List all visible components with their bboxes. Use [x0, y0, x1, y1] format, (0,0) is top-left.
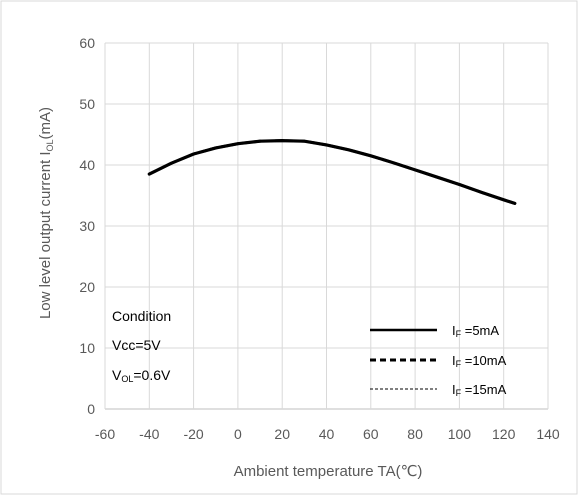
- condition-line-3-rest: =0.6V: [133, 367, 171, 383]
- y-axis-title-main: Low level output current I: [37, 151, 54, 319]
- condition-line-1: Condition: [112, 308, 171, 324]
- condition-line-3-main: V: [112, 367, 122, 383]
- legend-label-15ma: IF =15mA: [452, 382, 507, 398]
- y-tick-label: 20: [79, 279, 95, 295]
- legend: IF =5mA IF =10mA IF =15mA: [370, 323, 507, 398]
- x-axis-ticks: -60 -40 -20 0 20 40 60 80 100 120 140: [95, 426, 560, 442]
- condition-line-2: Vcc=5V: [112, 337, 161, 353]
- x-tick-label: 140: [536, 426, 560, 442]
- x-tick-label: -60: [95, 426, 115, 442]
- y-axis-title-unit: (mA): [37, 107, 54, 140]
- y-tick-label: 60: [79, 35, 95, 51]
- x-tick-label: 20: [274, 426, 290, 442]
- x-tick-label: 40: [319, 426, 335, 442]
- x-axis-title: Ambient temperature TA(℃): [234, 463, 423, 480]
- y-tick-label: 0: [87, 401, 95, 417]
- x-tick-label: -20: [183, 426, 203, 442]
- series-line-3: [148, 140, 516, 204]
- x-tick-label: 120: [492, 426, 516, 442]
- grid: [104, 42, 549, 410]
- series-lines: [147, 139, 517, 205]
- x-tick-label: 0: [234, 426, 242, 442]
- y-tick-label: 40: [79, 157, 95, 173]
- legend-label-5ma: IF =5mA: [452, 323, 499, 339]
- y-axis-title: Low level output current IOL(mA): [37, 107, 55, 319]
- legend-label-10ma: IF =10mA: [452, 353, 507, 369]
- x-tick-label: 60: [363, 426, 379, 442]
- x-tick-label: 100: [448, 426, 472, 442]
- y-axis-ticks: 0 10 20 30 40 50 60: [79, 35, 95, 417]
- condition-line-3: VOL=0.6V: [112, 367, 171, 384]
- y-tick-label: 10: [79, 340, 95, 356]
- condition-annotation: Condition Vcc=5V VOL=0.6V: [112, 308, 171, 384]
- x-tick-label: 80: [407, 426, 423, 442]
- y-axis-title-subscript: OL: [45, 139, 55, 151]
- x-tick-label: -40: [139, 426, 159, 442]
- y-tick-label: 50: [79, 96, 95, 112]
- y-tick-label: 30: [79, 218, 95, 234]
- condition-line-3-subscript: OL: [121, 374, 133, 384]
